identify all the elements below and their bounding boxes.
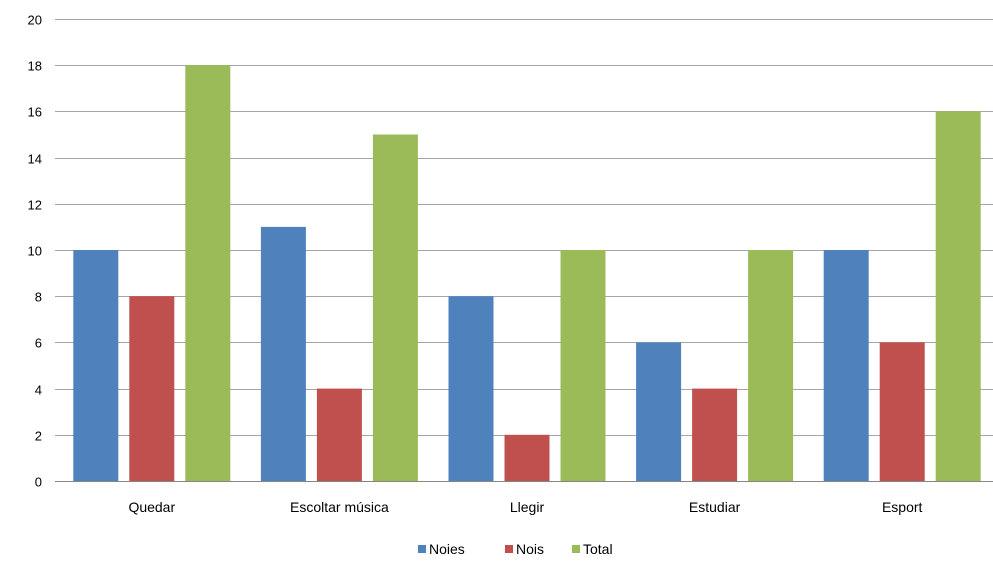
y-tick-label: 8	[35, 290, 42, 305]
y-tick-label: 16	[28, 105, 42, 120]
legend-swatch-noies	[418, 545, 426, 553]
y-tick-label: 2	[35, 429, 42, 444]
bars	[73, 65, 981, 482]
bar-noies-4	[823, 250, 869, 481]
bar-nois-1	[316, 388, 362, 481]
bar-nois-2	[504, 434, 550, 481]
legend-label-nois: Nois	[516, 541, 544, 557]
legend: Noies Nois Total	[418, 541, 613, 557]
y-tick-label: 14	[28, 152, 42, 167]
bar-noies-0	[73, 250, 119, 481]
y-tick-label: 4	[35, 383, 42, 398]
bar-total-3	[748, 250, 794, 481]
y-tick-label: 12	[28, 198, 42, 213]
category-label: Escoltar música	[290, 499, 389, 515]
y-tick-label: 6	[35, 336, 42, 351]
legend-swatch-nois	[505, 545, 513, 553]
y-tick-label: 18	[28, 59, 42, 74]
bar-nois-0	[129, 296, 175, 481]
category-label: Estudiar	[689, 499, 741, 515]
legend-label-noies: Noies	[429, 541, 465, 557]
x-axis-category-labels: Quedar Escoltar música Llegir Estudiar Espor…	[128, 499, 922, 515]
bar-nois-3	[692, 388, 738, 481]
bar-noies-2	[448, 296, 494, 481]
bar-noies-1	[260, 226, 306, 481]
bar-nois-4	[879, 342, 925, 481]
category-label: Llegir	[510, 499, 545, 515]
bar-total-1	[372, 134, 418, 481]
category-label: Esport	[882, 499, 923, 515]
bar-total-4	[935, 111, 981, 482]
legend-swatch-total	[572, 545, 580, 553]
y-axis-tick-labels: 0 2 4 6 8 10 12 14 16 18 20	[28, 13, 42, 490]
legend-label-total: Total	[583, 541, 613, 557]
category-label: Quedar	[128, 499, 175, 515]
bar-total-2	[560, 250, 606, 481]
y-tick-label: 10	[28, 244, 42, 259]
y-tick-label: 0	[35, 475, 42, 490]
bar-total-0	[185, 65, 231, 481]
y-tick-label: 20	[28, 13, 42, 28]
bar-noies-3	[636, 342, 682, 481]
